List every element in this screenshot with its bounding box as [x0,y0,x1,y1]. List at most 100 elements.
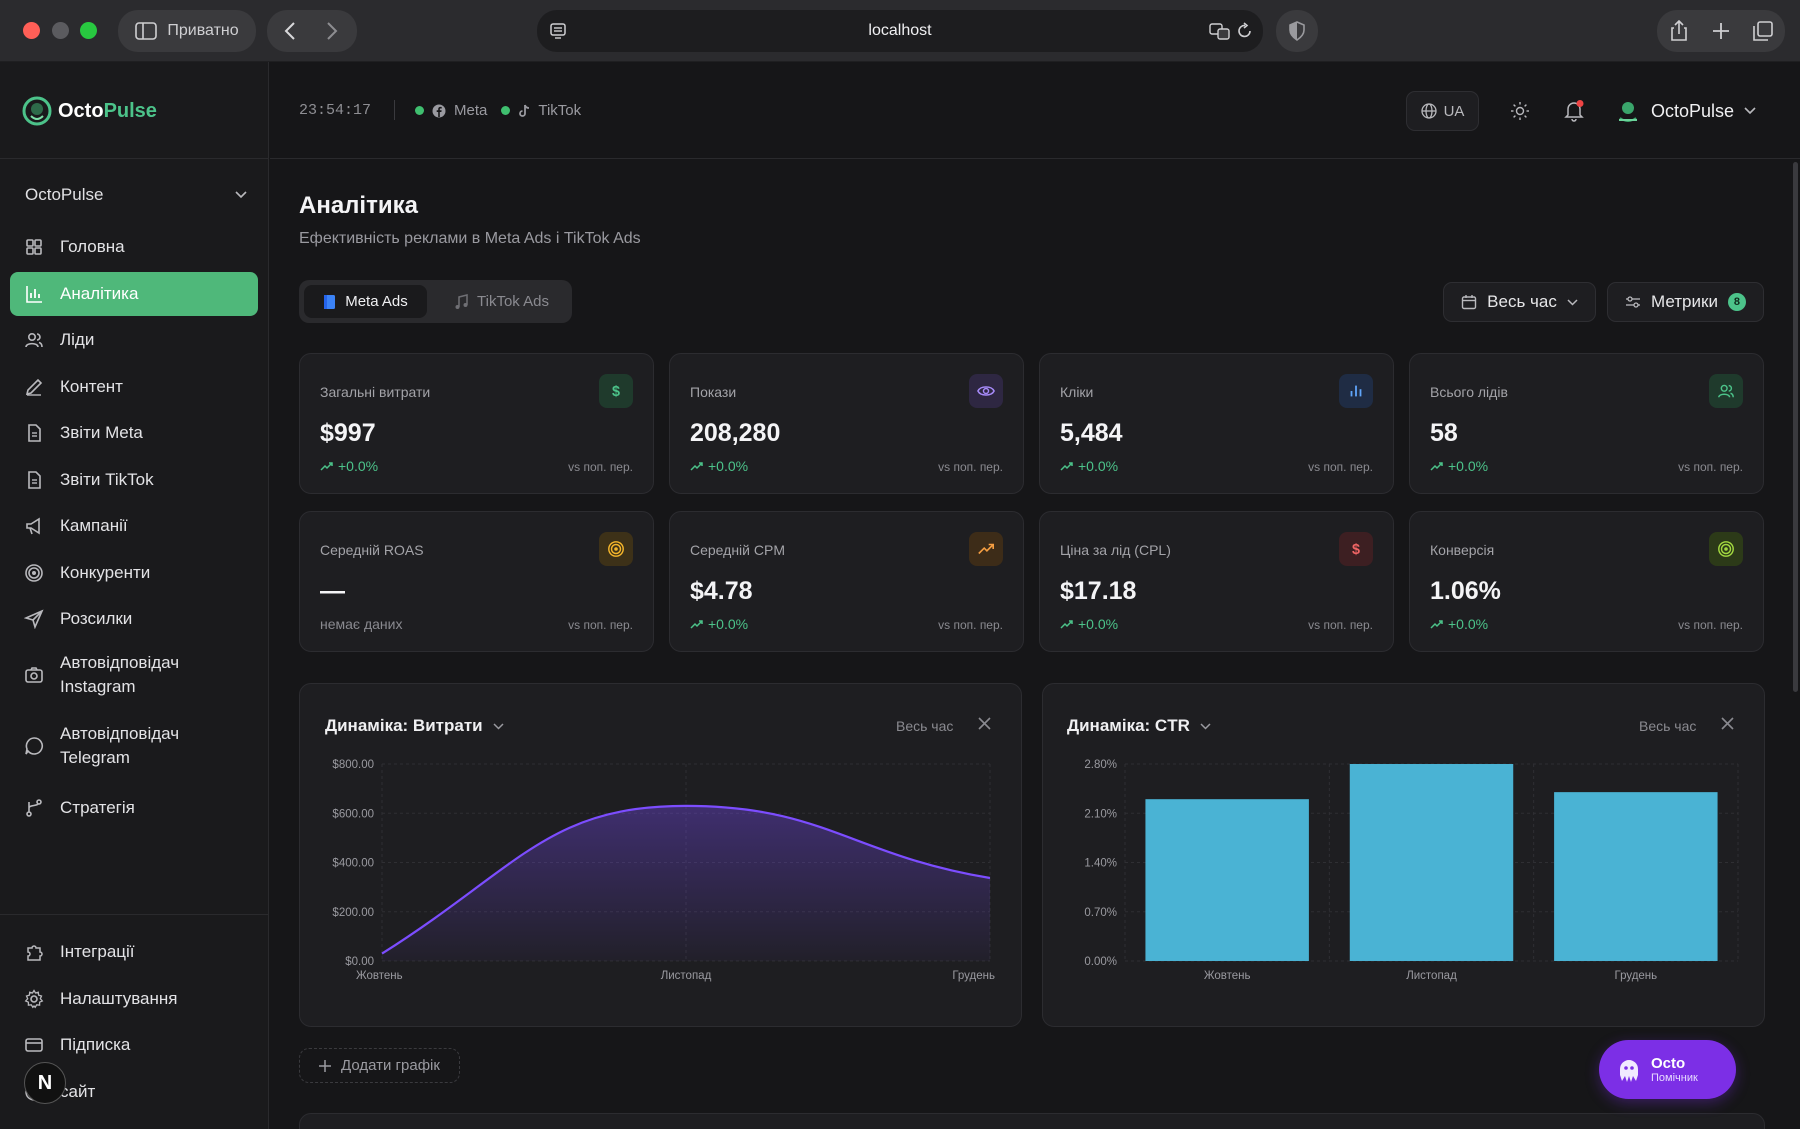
reload-icon[interactable] [1237,22,1253,40]
top-bar: 23:54:17 Meta TikTok UA OctoPulse [270,62,1800,159]
close-icon[interactable] [1721,717,1734,730]
sidebar-item-3[interactable]: Ліди [10,318,258,362]
chart-title-dropdown[interactable]: Динаміка: Витрати [325,716,504,736]
tab-meta-ads[interactable]: Meta Ads [304,285,427,318]
sidebar-item-label: Звіти TikTok [60,469,154,489]
sidebar-item-2[interactable]: Налаштування [10,977,258,1021]
sidebar-item-11[interactable]: Автовідповідач Telegram [10,715,258,777]
forward-button[interactable] [317,16,347,46]
series-line [381,804,991,955]
tiktok-status-dot [501,106,511,115]
sidebar-item-9[interactable]: Розсилки [10,597,258,641]
page-menu-icon[interactable] [549,22,567,40]
trend-icon [978,543,995,555]
add-chart-button[interactable]: Додати графік [299,1048,460,1083]
metrics-count-badge: 8 [1727,293,1746,311]
kpi-change: +0.0% [690,616,748,632]
address-bar[interactable]: localhost [537,10,1263,52]
chevron-down-icon [1744,107,1756,115]
avatar[interactable]: N [24,1062,66,1104]
chart-card-spend: Динаміка: Витрати Весь час $0.00 $200.00 $… [299,683,1022,1027]
sidebar-item-2[interactable]: Аналітика [10,271,258,316]
trend-up-icon [1430,620,1443,629]
facebook-icon [432,104,446,117]
assistant-button[interactable]: Octo Помічник [1599,1040,1736,1099]
language-label: UA [1443,102,1465,120]
translate-icon[interactable] [1209,21,1231,41]
sidebar-divider [0,914,269,915]
globe-icon [1420,103,1437,119]
chart-title: Динаміка: Витрати [325,716,483,735]
x-tick-label: Листопад [661,970,712,982]
theme-toggle-button[interactable] [1500,91,1540,131]
back-button[interactable] [275,16,305,46]
sidebar-item-5[interactable]: Звіти Meta [10,411,258,455]
kpi-value: $17.18 [1060,577,1137,605]
bars-icon [1350,385,1362,397]
user-menu[interactable]: OctoPulse [1615,92,1756,130]
x-tick-label: Грудень [952,970,995,982]
kpi-label: Середній CPM [690,542,785,558]
kpi-card: Середній ROAS — немає даних vs поп. пер. [299,511,654,652]
branch-icon-wrap [24,798,44,818]
private-mode-button[interactable]: Приватно [118,10,256,52]
tab-tiktok-ads[interactable]: TikTok Ads [439,285,564,318]
kpi-change-value: +0.0% [708,616,749,632]
sidebar-item-10[interactable]: Автовідповідач Instagram [10,644,258,706]
kpi-value: 208,280 [690,419,781,447]
language-button[interactable]: UA [1406,91,1479,131]
maximize-window-button[interactable] [80,22,97,39]
kpi-value: 58 [1430,419,1458,447]
bar[interactable] [1145,799,1309,961]
kpi-change-value: +0.0% [1078,458,1119,474]
sidebar-item-label: Звіти Meta [60,423,143,443]
metrics-label: Метрики [1651,292,1718,311]
kpi-label: Середній ROAS [320,542,424,558]
new-tab-button[interactable] [1703,16,1739,46]
sidebar-item-4[interactable]: Контент [10,365,258,409]
nav-buttons [267,10,357,52]
period-select[interactable]: Весь час [1443,282,1596,322]
kpi-value: 1.06% [1430,577,1501,605]
app-logo[interactable]: Octo Pulse [22,96,157,126]
trend-up-icon [1060,462,1073,471]
sidebar-item-12[interactable]: Стратегія [10,786,258,830]
sidebar-toggle-icon [135,22,158,40]
assistant-text: Octo Помічник [1651,1055,1698,1085]
kpi-icon-badge [599,532,633,566]
workspace-selector[interactable]: OctoPulse [25,180,247,210]
kpi-comparison: vs поп. пер. [568,460,633,474]
trend-up-icon [690,462,703,471]
sidebar-item-6[interactable]: Звіти TikTok [10,458,258,502]
notifications-button[interactable] [1554,91,1594,131]
chart-period[interactable]: Весь час [1639,718,1697,734]
chevron-down-icon [235,191,247,199]
kpi-change: +0.0% [1060,616,1118,632]
chart-title-dropdown[interactable]: Динаміка: CTR [1067,716,1211,736]
sidebar-item-7[interactable]: Кампанії [10,504,258,548]
close-window-button[interactable] [23,22,40,39]
chart-period[interactable]: Весь час [896,718,954,734]
y-tick-label: 2.80% [1084,759,1117,771]
close-icon[interactable] [978,717,991,730]
privacy-shield-button[interactable] [1276,10,1318,52]
sidebar-item-1[interactable]: Інтеграції [10,930,258,974]
sun-icon [1511,102,1529,120]
page-scrollbar[interactable] [1793,162,1798,692]
minimize-window-button[interactable] [52,22,69,39]
share-button[interactable] [1661,16,1697,46]
bar[interactable] [1554,792,1718,961]
tab-overview-button[interactable] [1745,16,1781,46]
y-tick-label: 2.10% [1084,808,1117,820]
sidebar-item-1[interactable]: Головна [10,225,258,269]
pen-icon-wrap [24,377,44,397]
sidebar-item-8[interactable]: Конкуренти [10,551,258,595]
kpi-comparison: vs поп. пер. [1678,618,1743,632]
bar[interactable] [1349,764,1514,961]
sidebar-item-3[interactable]: Підписка [10,1023,258,1067]
bell-icon [1564,100,1584,122]
svg-text:$: $ [1352,542,1360,558]
metrics-button[interactable]: Метрики 8 [1607,282,1764,322]
connection-status: Meta TikTok [415,102,581,119]
kpi-card: Кліки 5,484 +0.0% vs поп. пер. [1039,353,1394,494]
